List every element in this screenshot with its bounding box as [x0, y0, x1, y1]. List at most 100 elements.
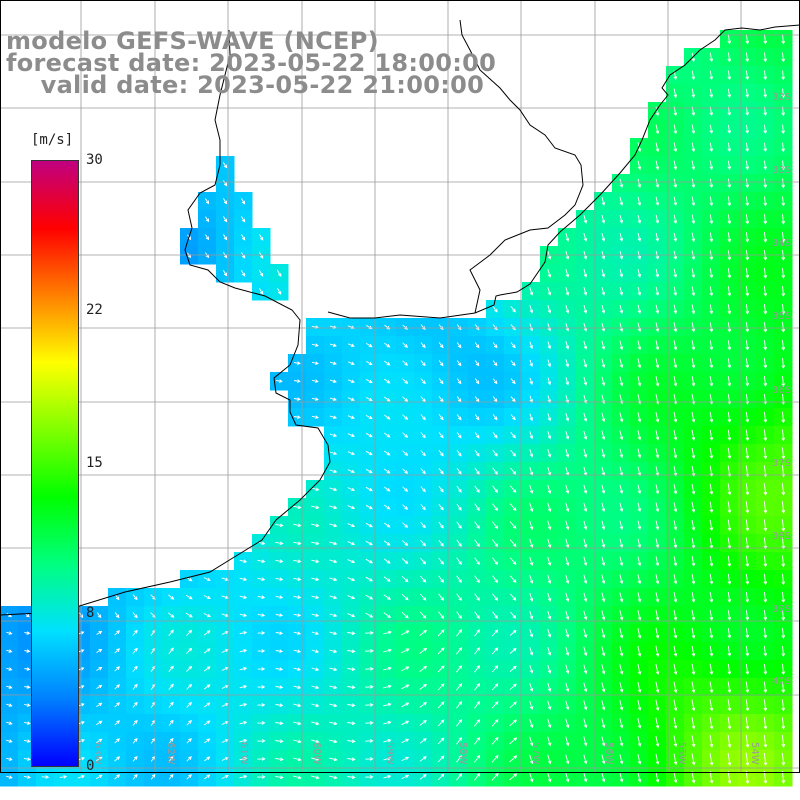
- wind-arrow: [529, 323, 534, 332]
- wind-arrow: [673, 412, 678, 423]
- wind-arrow: [727, 52, 732, 63]
- wind-arrow: [565, 484, 570, 495]
- wind-arrow: [257, 613, 266, 617]
- wind-arrow: [781, 70, 786, 81]
- wind-arrow: [745, 88, 750, 99]
- colorbar-tick-label: 22: [86, 302, 103, 318]
- wind-arrow: [474, 396, 480, 403]
- wind-arrow: [745, 286, 750, 297]
- wind-arrow: [438, 468, 444, 475]
- wind-arrow: [763, 555, 768, 568]
- wind-arrow: [383, 612, 391, 618]
- wind-arrow: [222, 162, 228, 169]
- wind-arrow: [347, 739, 356, 744]
- wind-arrow: [347, 721, 356, 726]
- wind-arrow: [619, 718, 624, 729]
- wind-arrow: [203, 684, 211, 690]
- wind-arrow: [6, 703, 13, 707]
- wind-arrow: [763, 411, 768, 424]
- wind-arrow: [637, 232, 642, 242]
- colorbar-tick-label: 0: [86, 758, 95, 774]
- wind-arrow: [437, 701, 445, 709]
- colorbar-units: [m/s]: [31, 132, 74, 148]
- wind-arrow: [709, 376, 714, 387]
- wind-arrow: [547, 538, 552, 549]
- wind-arrow: [655, 681, 660, 694]
- wind-arrow: [763, 70, 768, 81]
- wind-arrow: [365, 397, 373, 402]
- wind-arrow: [781, 88, 786, 99]
- wind-arrow: [204, 720, 211, 726]
- wind-arrow: [637, 592, 642, 603]
- wind-arrow: [365, 739, 374, 743]
- wind-arrow: [529, 718, 534, 729]
- wind-vector-field: [5, 34, 786, 785]
- wind-arrow: [509, 683, 517, 691]
- wind-arrow: [365, 576, 373, 582]
- wind-arrow: [655, 520, 660, 531]
- wind-arrow: [781, 645, 786, 657]
- wind-arrow: [547, 610, 552, 620]
- wind-arrow: [727, 501, 732, 514]
- wind-arrow: [619, 610, 624, 621]
- wind-arrow: [673, 610, 678, 621]
- wind-arrow: [311, 523, 320, 528]
- wind-arrow: [547, 736, 552, 747]
- wind-arrow: [491, 701, 499, 709]
- wind-arrow: [583, 322, 588, 332]
- wind-arrow: [420, 486, 426, 493]
- wind-arrow: [763, 519, 768, 532]
- wind-arrow: [583, 358, 588, 368]
- wind-arrow: [745, 52, 750, 63]
- wind-arrow: [347, 667, 356, 672]
- wind-arrow: [655, 645, 660, 658]
- wind-arrow: [655, 214, 660, 224]
- wind-arrow: [691, 322, 696, 333]
- wind-arrow: [637, 663, 642, 675]
- wind-arrow: [583, 340, 588, 350]
- wind-arrow: [257, 631, 266, 635]
- wind-arrow: [96, 738, 103, 744]
- wind-arrow: [419, 629, 428, 636]
- wind-arrow: [709, 142, 714, 153]
- wind-arrow: [95, 774, 103, 780]
- wind-arrow: [311, 577, 320, 582]
- wind-arrow: [114, 612, 120, 619]
- wind-arrow: [583, 628, 588, 639]
- wind-arrow: [205, 216, 210, 223]
- wind-arrow: [601, 646, 606, 657]
- wind-arrow: [510, 611, 517, 619]
- wind-arrow: [276, 379, 283, 383]
- wind-arrow: [311, 505, 320, 510]
- wind-arrow: [311, 739, 320, 744]
- wind-arrow: [365, 379, 373, 384]
- wind-arrow: [204, 756, 211, 762]
- wind-arrow: [655, 430, 660, 441]
- wind-arrow: [727, 196, 732, 207]
- wind-arrow: [400, 630, 410, 636]
- latitude-label: 36S: [772, 385, 791, 396]
- wind-arrow: [438, 557, 444, 565]
- wind-arrow: [673, 717, 678, 730]
- wind-arrow: [637, 699, 642, 711]
- wind-arrow: [763, 214, 768, 225]
- wind-arrow: [402, 540, 409, 547]
- wind-arrow: [365, 757, 374, 761]
- wind-arrow: [456, 432, 462, 439]
- wind-arrow: [24, 685, 31, 689]
- wind-arrow: [275, 613, 284, 617]
- wind-arrow: [401, 576, 409, 583]
- wind-arrow: [474, 754, 481, 763]
- wind-arrow: [186, 720, 192, 726]
- wind-arrow: [347, 541, 356, 546]
- wind-arrow: [691, 663, 696, 676]
- wind-arrow: [529, 736, 534, 747]
- wind-arrow: [186, 683, 193, 690]
- wind-arrow: [402, 504, 409, 510]
- wind-arrow: [781, 375, 786, 387]
- wind-arrow: [419, 611, 427, 619]
- wind-arrow: [59, 775, 68, 779]
- wind-arrow: [709, 304, 714, 315]
- wind-arrow: [745, 124, 750, 135]
- wind-arrow: [529, 754, 534, 765]
